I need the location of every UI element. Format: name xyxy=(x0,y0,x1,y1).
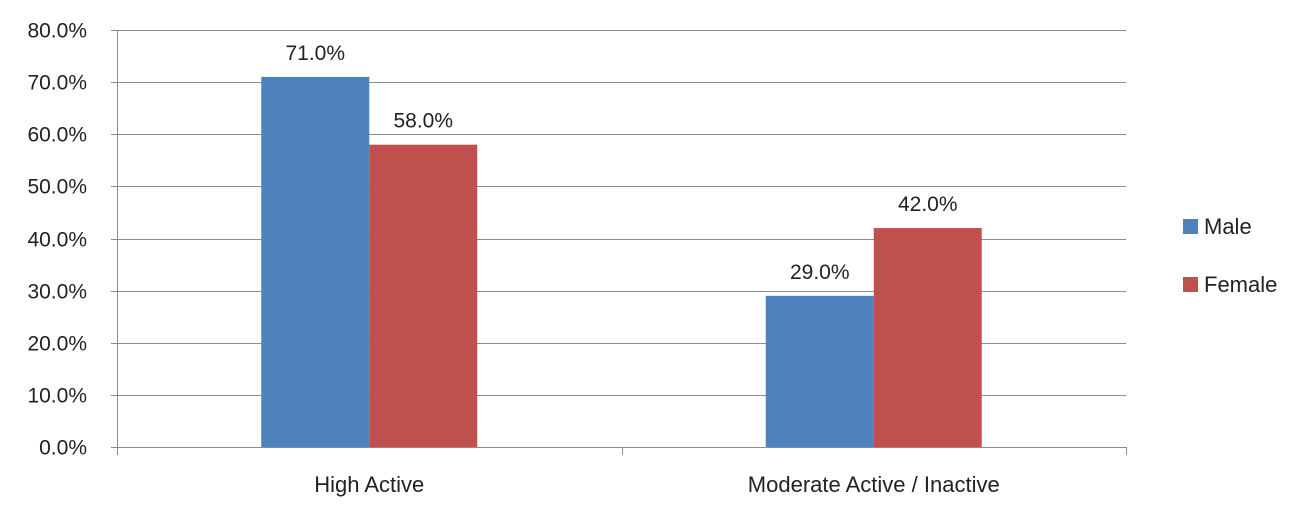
axes xyxy=(111,30,1127,455)
legend-label-male: Male xyxy=(1204,214,1252,239)
y-tick-label: 0.0% xyxy=(39,437,87,460)
labels: 0.0% 10.0% 20.0% 30.0% 40.0% 50.0% 60.0% 70.0% 8… xyxy=(27,20,999,498)
legend-swatch-female xyxy=(1183,277,1198,292)
data-label: 58.0% xyxy=(393,110,453,133)
bar-male xyxy=(261,76,370,447)
data-label: 42.0% xyxy=(898,193,958,216)
bar-female xyxy=(873,228,982,447)
legend: Male Female xyxy=(1183,214,1277,297)
x-tick-label: High Active xyxy=(314,472,424,497)
x-tick-label: Moderate Active / Inactive xyxy=(748,472,1000,497)
y-tick-label: 40.0% xyxy=(27,229,87,252)
bars xyxy=(261,76,982,448)
y-tick-label: 70.0% xyxy=(27,72,87,95)
y-tick-label: 50.0% xyxy=(27,176,87,199)
y-tick-label: 20.0% xyxy=(27,333,87,356)
legend-swatch-male xyxy=(1183,219,1198,234)
bar-male xyxy=(765,295,874,447)
legend-label-female: Female xyxy=(1204,272,1277,297)
bar-female xyxy=(369,144,478,448)
data-label: 71.0% xyxy=(285,42,345,65)
y-tick-label: 80.0% xyxy=(27,20,87,43)
data-label: 29.0% xyxy=(790,261,850,284)
y-tick-label: 30.0% xyxy=(27,281,87,304)
y-tick-label: 10.0% xyxy=(27,385,87,408)
y-tick-label: 60.0% xyxy=(27,124,87,147)
